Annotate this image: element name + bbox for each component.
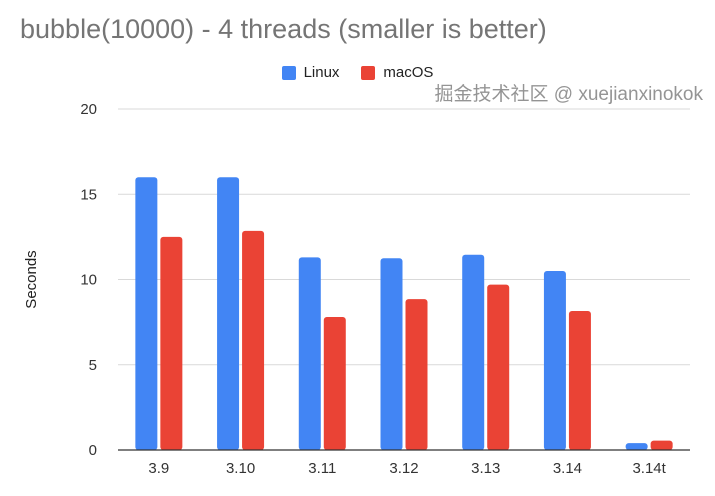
bar-linux [625, 443, 648, 450]
legend-swatch-linux [281, 65, 296, 80]
y-tick-label: 15 [80, 186, 97, 203]
x-tick-label: 3.13 [471, 460, 500, 477]
x-tick-label: 3.14 [553, 460, 582, 477]
bar-macos [160, 236, 183, 450]
x-tick-label: 3.10 [226, 460, 255, 477]
bar-macos [568, 311, 591, 450]
bar-macos [242, 230, 265, 450]
legend: Linux macOS [0, 64, 715, 81]
x-tick-label: 3.11 [308, 460, 336, 477]
x-tick-label: 3.12 [389, 460, 418, 477]
bar-macos [487, 284, 510, 450]
chart-title: bubble(10000) - 4 threads (smaller is be… [20, 14, 547, 44]
legend-label-macos: macOS [383, 64, 434, 81]
x-tick-label: 3.9 [148, 460, 169, 477]
legend-item-linux[interactable]: Linux [281, 64, 340, 81]
bar-linux [298, 257, 321, 450]
bar-macos [405, 299, 428, 450]
y-tick-label: 0 [89, 442, 97, 459]
y-tick-label: 5 [89, 357, 97, 374]
y-axis-label: Seconds [23, 250, 40, 308]
bar-linux [135, 177, 158, 450]
legend-item-macos[interactable]: macOS [361, 64, 433, 81]
bar-macos [650, 440, 673, 450]
y-tick-label: 10 [80, 272, 97, 289]
watermark: 掘金技术社区 @ xuejianxinokok [434, 84, 703, 105]
bar-linux [462, 254, 485, 450]
bar-linux [380, 258, 403, 450]
legend-label-linux: Linux [303, 64, 340, 81]
y-tick-label: 20 [80, 101, 97, 118]
bar-linux [543, 270, 566, 450]
bar-macos [323, 317, 346, 450]
legend-swatch-macos [361, 65, 376, 80]
bar-linux [217, 177, 240, 450]
x-tick-label: 3.14t [632, 460, 666, 477]
